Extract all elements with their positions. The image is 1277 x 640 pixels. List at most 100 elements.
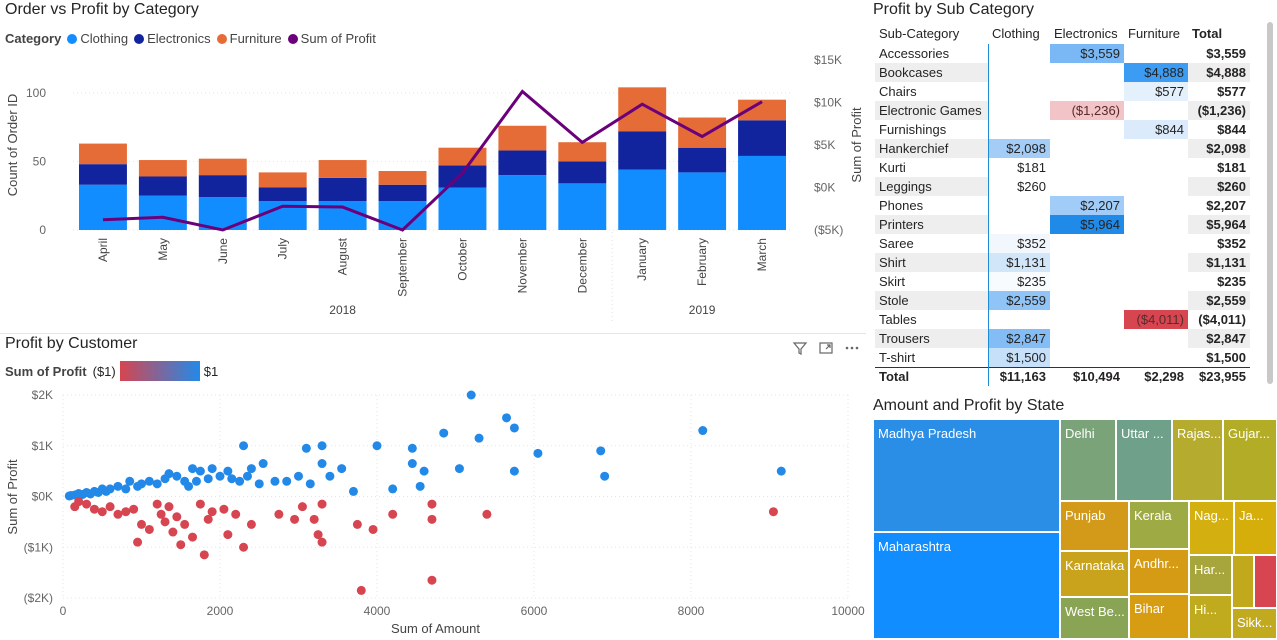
scatter-point[interactable]	[156, 509, 166, 519]
cell-furniture[interactable]	[1124, 329, 1188, 348]
treemap-cell[interactable]: Andhr...	[1129, 549, 1189, 594]
matrix-row[interactable]: Printers $5,964 $5,964	[875, 215, 1250, 234]
scatter-point[interactable]	[258, 459, 268, 469]
matrix-row[interactable]: Saree $352 $352	[875, 234, 1250, 253]
scatter-point[interactable]	[427, 499, 437, 509]
scatter-point[interactable]	[133, 537, 143, 547]
scatter-point[interactable]	[164, 469, 174, 479]
bar-furniture-february[interactable]	[678, 117, 727, 148]
scatter-point[interactable]	[317, 499, 327, 509]
scatter-point[interactable]	[195, 499, 205, 509]
focus-mode-icon[interactable]	[818, 340, 834, 359]
legend-item-furniture[interactable]: Furniture	[216, 31, 282, 46]
bar-clothing-november[interactable]	[498, 175, 547, 230]
scatter-point[interactable]	[215, 471, 225, 481]
bar-clothing-december[interactable]	[558, 183, 607, 230]
cell-electronics[interactable]: ($1,236)	[1050, 101, 1124, 120]
scatter-point[interactable]	[207, 507, 217, 517]
cell-electronics[interactable]: $3,559	[1050, 44, 1124, 63]
scatter-point[interactable]	[317, 537, 327, 547]
scatter-point[interactable]	[407, 459, 417, 469]
bar-clothing-january[interactable]	[618, 169, 667, 230]
cell-clothing[interactable]: $2,847	[987, 329, 1050, 348]
scatter-point[interactable]	[207, 464, 217, 474]
scatter-point[interactable]	[144, 476, 154, 486]
header-total[interactable]: Total	[1192, 25, 1223, 41]
bar-electronics-october[interactable]	[438, 165, 487, 188]
cell-electronics[interactable]	[1050, 63, 1124, 82]
scatter-point[interactable]	[246, 519, 256, 529]
scatter-point[interactable]	[144, 524, 154, 534]
scatter-point[interactable]	[407, 443, 417, 453]
scatter-point[interactable]	[231, 509, 241, 519]
scatter-point[interactable]	[297, 502, 307, 512]
matrix-row[interactable]: Accessories $3,559 $3,559	[875, 44, 1250, 63]
scatter-point[interactable]	[180, 519, 190, 529]
treemap-cell[interactable]: Maharashtra	[873, 532, 1060, 639]
bar-clothing-march[interactable]	[738, 155, 787, 230]
profit-by-customer-visual[interactable]: Profit by Customer Sum of Profit ($1) $1…	[0, 333, 866, 639]
scatter-point[interactable]	[294, 471, 303, 481]
bar-furniture-october[interactable]	[438, 147, 487, 166]
scatter-point[interactable]	[305, 479, 315, 489]
order-vs-profit-visual[interactable]: Order vs Profit by Category Category Clo…	[0, 0, 866, 332]
bar-electronics-september[interactable]	[378, 184, 427, 202]
scatter-point[interactable]	[137, 519, 146, 529]
bar-electronics-december[interactable]	[558, 161, 607, 184]
scatter-point[interactable]	[239, 542, 249, 552]
scatter-point[interactable]	[105, 502, 115, 512]
scatter-point[interactable]	[768, 507, 778, 517]
scatter-point[interactable]	[172, 512, 182, 522]
cell-electronics[interactable]	[1050, 291, 1124, 310]
scatter-point[interactable]	[356, 585, 366, 595]
cell-furniture[interactable]	[1124, 234, 1188, 253]
scatter-point[interactable]	[698, 426, 708, 436]
cell-furniture[interactable]: $844	[1124, 120, 1188, 139]
cell-electronics[interactable]	[1050, 177, 1124, 196]
bar-electronics-june[interactable]	[198, 175, 247, 198]
cell-clothing[interactable]: $181	[987, 158, 1050, 177]
scatter-point[interactable]	[133, 481, 143, 491]
treemap-cell[interactable]	[1232, 555, 1254, 608]
cell-furniture[interactable]	[1124, 272, 1188, 291]
scatter-point[interactable]	[317, 441, 327, 451]
cell-clothing[interactable]	[987, 63, 1050, 82]
scatter-point[interactable]	[533, 448, 543, 458]
cell-furniture[interactable]: ($4,011)	[1124, 310, 1188, 329]
matrix-row[interactable]: Bookcases $4,888 $4,888	[875, 63, 1250, 82]
cell-electronics[interactable]	[1050, 272, 1124, 291]
scatter-point[interactable]	[64, 491, 74, 501]
scatter-point[interactable]	[152, 479, 162, 489]
cell-electronics[interactable]: $5,964	[1050, 215, 1124, 234]
scatter-point[interactable]	[113, 509, 123, 519]
cell-clothing[interactable]: $2,098	[987, 139, 1050, 158]
scatter-point[interactable]	[235, 476, 245, 486]
scatter-point[interactable]	[184, 481, 194, 491]
cell-clothing[interactable]	[987, 101, 1050, 120]
scatter-point[interactable]	[195, 466, 205, 476]
matrix-row[interactable]: Stole $2,559 $2,559	[875, 291, 1250, 310]
treemap-cell[interactable]: Har...	[1189, 555, 1232, 595]
cell-clothing[interactable]	[987, 310, 1050, 329]
scatter-point[interactable]	[242, 471, 252, 481]
bar-furniture-april[interactable]	[78, 143, 127, 165]
scatter-point[interactable]	[474, 433, 484, 443]
scatter-point[interactable]	[325, 471, 335, 481]
bar-electronics-july[interactable]	[258, 187, 307, 202]
cell-electronics[interactable]	[1050, 158, 1124, 177]
bar-electronics-february[interactable]	[678, 147, 727, 173]
more-options-icon[interactable]	[844, 340, 860, 359]
scatter-point[interactable]	[352, 519, 362, 529]
scatter-point[interactable]	[82, 499, 92, 509]
scatter-point[interactable]	[223, 466, 233, 476]
cell-electronics[interactable]	[1050, 310, 1124, 329]
scatter-point[interactable]	[596, 446, 606, 456]
treemap-cell[interactable]: Uttar ...	[1116, 419, 1172, 501]
scatter-point[interactable]	[152, 499, 162, 509]
scatter-point[interactable]	[368, 524, 378, 534]
cell-furniture[interactable]	[1124, 253, 1188, 272]
bar-electronics-march[interactable]	[738, 120, 787, 156]
cell-electronics[interactable]	[1050, 234, 1124, 253]
scatter-point[interactable]	[454, 464, 464, 474]
cell-furniture[interactable]	[1124, 348, 1188, 367]
